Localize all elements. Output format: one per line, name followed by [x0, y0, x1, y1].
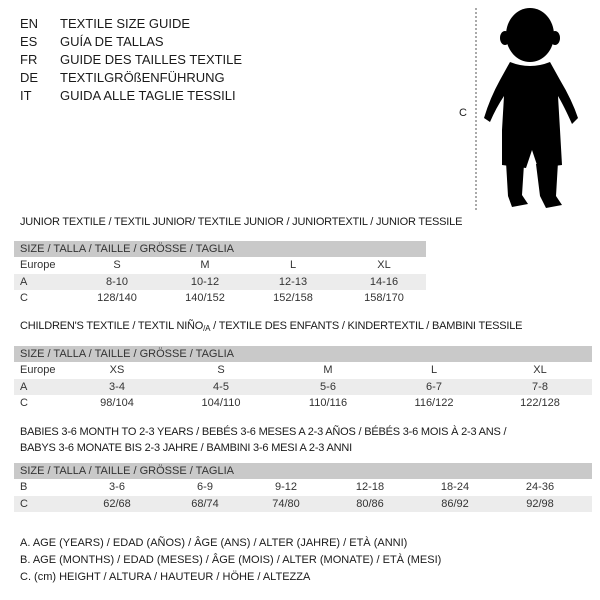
table-row: Europe XS S M L XL: [14, 362, 592, 379]
table-cell: XL: [377, 259, 391, 271]
babies-size-table: SIZE / TALLA / TAILLE / GRÖSSE / TAGLIA B…: [14, 463, 592, 512]
lang-code: ES: [20, 34, 38, 49]
table-cell: 5-6: [320, 380, 336, 393]
table-cell: L: [430, 364, 438, 376]
table-cell: 6-7: [426, 380, 442, 393]
children-table-title: CHILDREN'S TEXTILE / TEXTIL NIÑO/A / TEX…: [20, 318, 522, 337]
table-cell: 110/116: [308, 397, 348, 409]
table-header: SIZE / TALLA / TAILLE / GRÖSSE / TAGLIA: [14, 241, 426, 257]
row-label: A: [20, 380, 28, 393]
table-cell: 104/110: [201, 397, 241, 409]
measure-label: C: [459, 107, 467, 119]
children-size-table: SIZE / TALLA / TAILLE / GRÖSSE / TAGLIA E…: [14, 346, 592, 412]
junior-size-table: SIZE / TALLA / TAILLE / GRÖSSE / TAGLIA E…: [14, 241, 426, 307]
lang-title: TEXTILGRÖßENFÜHRUNG: [60, 70, 225, 85]
table-cell: XL: [533, 364, 547, 376]
table-cell: 9-12: [274, 481, 298, 493]
row-label: C: [20, 497, 28, 510]
lang-fr: FR GUIDE DES TAILLES TEXTILE: [20, 51, 242, 69]
title-part: CHILDREN'S TEXTILE / TEXTIL NIÑO: [20, 320, 204, 332]
table-cell: 68/74: [191, 497, 219, 510]
row-label: Europe: [20, 259, 56, 271]
table-row: Europe S M L XL: [14, 257, 426, 274]
table-cell: 116/122: [414, 397, 454, 409]
table-cell: 14-16: [369, 275, 399, 288]
title-sub: /A: [203, 324, 211, 333]
table-cell: 7-8: [532, 380, 548, 393]
lang-it: IT GUIDA ALLE TAGLIE TESSILI: [20, 87, 236, 105]
row-label: B: [20, 481, 28, 493]
legend-b: B. AGE (MONTHS) / EDAD (MESES) / ÂGE (MO…: [20, 554, 442, 566]
row-label: A: [20, 275, 28, 288]
babies-table-title-line2: BABYS 3-6 MONATE BIS 2-3 JAHRE / BAMBINI…: [20, 442, 352, 454]
table-cell: 86/92: [441, 497, 469, 510]
baby-silhouette-icon: [475, 8, 578, 210]
table-row: A 8-10 10-12 12-13 14-16: [14, 273, 426, 290]
table-cell: 10-12: [190, 275, 220, 288]
table-cell: 12-13: [278, 275, 308, 288]
table-cell: 24-36: [525, 481, 555, 493]
table-row: C 98/104 104/110 110/116 116/122 122/128: [14, 395, 592, 412]
lang-en: EN TEXTILE SIZE GUIDE: [20, 15, 190, 33]
table-cell: S: [217, 364, 225, 376]
row-label: C: [20, 397, 28, 409]
table-cell: 152/158: [273, 292, 313, 304]
table-cell: 128/140: [97, 292, 137, 304]
table-cell: S: [113, 259, 121, 271]
table-cell: 62/68: [103, 497, 131, 510]
lang-code: DE: [20, 70, 39, 85]
lang-code: EN: [20, 16, 39, 31]
table-cell: 74/80: [272, 497, 300, 510]
table-cell: M: [200, 259, 210, 271]
table-cell: 3-6: [109, 481, 125, 493]
table-cell: 4-5: [213, 380, 229, 393]
lang-title: GUIDA ALLE TAGLIE TESSILI: [60, 88, 236, 103]
table-cell: 92/98: [526, 497, 554, 510]
table-cell: 18-24: [440, 481, 470, 493]
table-cell: 140/152: [185, 292, 225, 304]
legend-c: C. (cm) HEIGHT / ALTURA / HAUTEUR / HÖHE…: [20, 571, 311, 583]
table-row: A 3-4 4-5 5-6 6-7 7-8: [14, 378, 592, 395]
table-cell: XS: [109, 364, 125, 376]
lang-title: TEXTILE SIZE GUIDE: [60, 16, 191, 31]
table-row: B 3-6 6-9 9-12 12-18 18-24 24-36: [14, 479, 592, 496]
table-header: SIZE / TALLA / TAILLE / GRÖSSE / TAGLIA: [14, 346, 592, 362]
legend-a: A. AGE (YEARS) / EDAD (AÑOS) / ÂGE (ANS)…: [20, 537, 408, 549]
table-cell: 12-18: [355, 481, 385, 493]
title-part: / TEXTILE DES ENFANTS / KINDERTEXTIL / B…: [210, 320, 523, 332]
table-cell: 6-9: [197, 481, 213, 493]
table-cell: 3-4: [109, 380, 125, 393]
lang-de: DE TEXTILGRÖßENFÜHRUNG: [20, 69, 225, 87]
table-cell: 80/86: [356, 497, 384, 510]
junior-table-title: JUNIOR TEXTILE / TEXTIL JUNIOR/ TEXTILE …: [20, 216, 463, 228]
table-cell: 98/104: [100, 397, 134, 409]
table-row: C 128/140 140/152 152/158 158/170: [14, 290, 426, 307]
babies-table-title: BABIES 3-6 MONTH TO 2-3 YEARS / BEBÉS 3-…: [20, 426, 507, 438]
table-cell: M: [323, 364, 333, 376]
lang-code: FR: [20, 52, 38, 67]
lang-es: ES GUÍA DE TALLAS: [20, 33, 164, 51]
table-cell: 122/128: [520, 397, 560, 409]
lang-code: IT: [20, 88, 32, 103]
row-label: C: [20, 292, 28, 304]
lang-title: GUÍA DE TALLAS: [60, 34, 164, 49]
row-label: Europe: [20, 364, 56, 376]
table-header: SIZE / TALLA / TAILLE / GRÖSSE / TAGLIA: [14, 463, 592, 479]
lang-title: GUIDE DES TAILLES TEXTILE: [60, 52, 243, 67]
table-cell: L: [289, 259, 297, 271]
table-cell: 158/170: [364, 292, 404, 304]
table-cell: 8-10: [105, 275, 129, 288]
table-row: C 62/68 68/74 74/80 80/86 86/92 92/98: [14, 495, 592, 512]
